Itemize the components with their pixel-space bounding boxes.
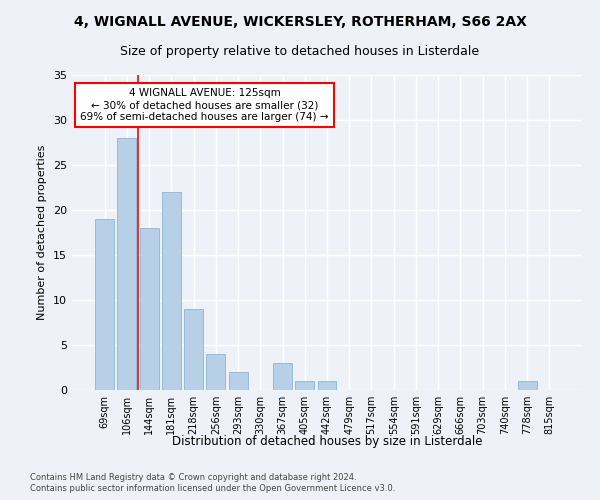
- Text: Contains public sector information licensed under the Open Government Licence v3: Contains public sector information licen…: [30, 484, 395, 493]
- Bar: [95, 219, 114, 390]
- Bar: [162, 192, 181, 390]
- Bar: [229, 372, 248, 390]
- Y-axis label: Number of detached properties: Number of detached properties: [37, 145, 47, 320]
- Bar: [184, 309, 203, 390]
- Bar: [118, 138, 136, 390]
- Bar: [518, 381, 536, 390]
- Bar: [140, 228, 158, 390]
- Text: Distribution of detached houses by size in Listerdale: Distribution of detached houses by size …: [172, 435, 482, 448]
- Bar: [317, 381, 337, 390]
- Bar: [273, 363, 292, 390]
- Text: 4 WIGNALL AVENUE: 125sqm
← 30% of detached houses are smaller (32)
69% of semi-d: 4 WIGNALL AVENUE: 125sqm ← 30% of detach…: [80, 88, 329, 122]
- Text: 4, WIGNALL AVENUE, WICKERSLEY, ROTHERHAM, S66 2AX: 4, WIGNALL AVENUE, WICKERSLEY, ROTHERHAM…: [74, 15, 526, 29]
- Bar: [206, 354, 225, 390]
- Text: Size of property relative to detached houses in Listerdale: Size of property relative to detached ho…: [121, 45, 479, 58]
- Text: Contains HM Land Registry data © Crown copyright and database right 2024.: Contains HM Land Registry data © Crown c…: [30, 472, 356, 482]
- Bar: [295, 381, 314, 390]
